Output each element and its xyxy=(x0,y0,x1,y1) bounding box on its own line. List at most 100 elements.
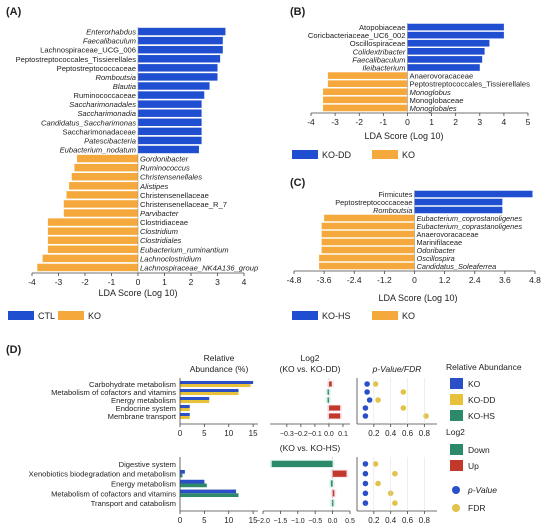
lda-bar xyxy=(321,238,415,246)
log2-bar xyxy=(328,405,341,411)
pval-tick-label: 0.4 xyxy=(385,429,397,438)
lda-bar xyxy=(47,236,138,244)
lda-bar-label: Patescibacteria xyxy=(84,136,136,145)
lda-bar-label: Ileibacterium xyxy=(362,64,405,73)
fdr-dot xyxy=(375,480,381,487)
pvalue-dot xyxy=(362,480,369,487)
lda-bar-label: Lachnoclostridium xyxy=(140,254,201,263)
pathway-label: Xenobiotics biodegradation and metabolis… xyxy=(29,470,176,479)
panel-c: FirmicutesPeptostreptococcaceaeRomboutsi… xyxy=(287,190,541,321)
panel-label-c: (C) xyxy=(290,177,306,189)
log2-tick-label: 0.0 xyxy=(328,518,338,523)
lda-bar xyxy=(321,222,415,230)
x-tick-label: -3 xyxy=(331,117,339,127)
lda-bar-label: Peptostreptococcales_Tissierellales xyxy=(16,55,137,64)
pathway-label: Digestive system xyxy=(119,460,176,469)
legend-label: KO-HS xyxy=(322,311,351,321)
pathway-label: Transport and catabolism xyxy=(91,499,176,508)
lda-bar-label: Colidextribacter xyxy=(353,47,406,56)
lda-bar-label: Ruminococcus xyxy=(140,164,190,173)
log2-title: (KO vs. KO-DD) xyxy=(280,364,341,374)
lda-bar-label: Eubacterium_ruminantium xyxy=(140,245,229,254)
pathway-label: Carbohydrate metabolism xyxy=(89,380,176,389)
lda-bar xyxy=(138,45,223,54)
relabund-tick-label: 0 xyxy=(178,429,183,438)
panel-label-b: (B) xyxy=(290,6,306,18)
log2-tick-label: −0.1 xyxy=(308,431,322,438)
panel-a: EnterorhabdusFaecalibaculumLachnospirace… xyxy=(8,27,258,321)
x-tick-label: 0 xyxy=(412,275,417,285)
x-tick-label: 2.4 xyxy=(469,275,481,285)
legend-swatch xyxy=(58,311,84,320)
x-tick-label: 3 xyxy=(477,117,482,127)
panel-b-xlabel: LDA Score (Log 10) xyxy=(364,131,443,141)
relabund-title: Abundance (%) xyxy=(190,364,249,374)
lda-bar-label: Oscillospiraceae xyxy=(350,39,406,48)
lda-bar xyxy=(414,198,503,206)
lda-bar xyxy=(69,182,138,190)
x-tick-label: 0 xyxy=(405,117,410,127)
legend-swatch xyxy=(8,311,34,320)
lda-bar-label: Anaerovoracaceae xyxy=(417,230,479,239)
log2-bar xyxy=(271,460,333,468)
pathway-label: Endocrine system xyxy=(116,404,176,413)
lda-bar xyxy=(321,246,415,254)
x-tick-label: -1 xyxy=(108,277,116,287)
legend-label: Down xyxy=(468,445,490,455)
log2-bar xyxy=(327,389,330,395)
lda-bar-label: Lachnospiraceae_UCG_006 xyxy=(40,46,136,55)
fdr-dot xyxy=(372,461,379,467)
relabund-bar xyxy=(180,404,190,408)
relabund-bar xyxy=(180,416,190,420)
fdr-dot xyxy=(375,397,381,403)
lda-bar-label: Monoglobales xyxy=(409,104,456,113)
pval-tick-label: 0.8 xyxy=(419,516,431,523)
lda-bar-label: Romboutsia xyxy=(95,73,136,82)
pvalue-dot xyxy=(362,490,369,497)
log2-title: Log2 xyxy=(301,353,320,363)
log2-bar xyxy=(332,490,335,497)
lda-bar xyxy=(47,227,138,235)
lda-bar-label: Enterorhabdus xyxy=(86,28,136,37)
log2-bar xyxy=(332,470,347,477)
lda-bar xyxy=(407,48,485,55)
lda-bar-label: Clostridiaceae xyxy=(140,218,188,227)
pvalue-dot xyxy=(362,461,369,467)
x-tick-label: 4 xyxy=(242,277,247,287)
lda-bar-label: Eubacterium_nodatum xyxy=(60,146,136,155)
lda-bar-label: Candidatus_Saccharimonas xyxy=(41,118,136,127)
log2-tick-label: −0.2 xyxy=(294,431,308,438)
x-tick-label: -3 xyxy=(55,277,63,287)
relabund-bar xyxy=(180,489,237,494)
lda-bar xyxy=(138,127,202,136)
lda-bar-label: Christensenellales xyxy=(140,173,202,182)
x-tick-label: 1 xyxy=(429,117,434,127)
relabund-tick-label: 10 xyxy=(224,516,233,523)
lda-bar-label: Peptostreptococcales_Tissierellales xyxy=(409,80,530,89)
legend-dot xyxy=(452,504,460,512)
x-tick-label: 1.2 xyxy=(439,275,451,285)
log2-tick-label: 0.5 xyxy=(345,518,355,523)
log2-bar xyxy=(331,499,334,507)
lda-bar-label: Clostridium xyxy=(140,227,178,236)
lda-bar-label: Odoribacter xyxy=(417,246,456,255)
lda-bar xyxy=(327,72,408,79)
x-tick-label: -3.6 xyxy=(317,275,332,285)
x-tick-label: -1 xyxy=(380,117,388,127)
log2-tick-label: −1.0 xyxy=(291,518,305,523)
pathway-label: Metabolism of cofactors and vitamins xyxy=(51,489,176,498)
legend-label: KO-DD xyxy=(468,395,495,405)
lda-bar-label: Eubacterium_coprastanoligenes xyxy=(417,222,523,231)
fdr-dot xyxy=(400,389,407,395)
lda-bar-label: Ruminococcaceae xyxy=(74,91,136,100)
lda-bar xyxy=(323,104,408,112)
log2-bar xyxy=(330,480,333,487)
relabund-bar xyxy=(180,408,190,412)
lda-bar-label: Peptostreptococcaceae xyxy=(57,64,136,73)
lda-bar xyxy=(319,254,415,262)
lda-bar-label: Christensenellaceae xyxy=(140,191,209,200)
lda-bar xyxy=(407,64,480,71)
x-tick-label: 0 xyxy=(136,277,141,287)
lda-bar-label: Monoglobus xyxy=(409,88,451,97)
pval-tick-label: 0.4 xyxy=(385,516,397,523)
